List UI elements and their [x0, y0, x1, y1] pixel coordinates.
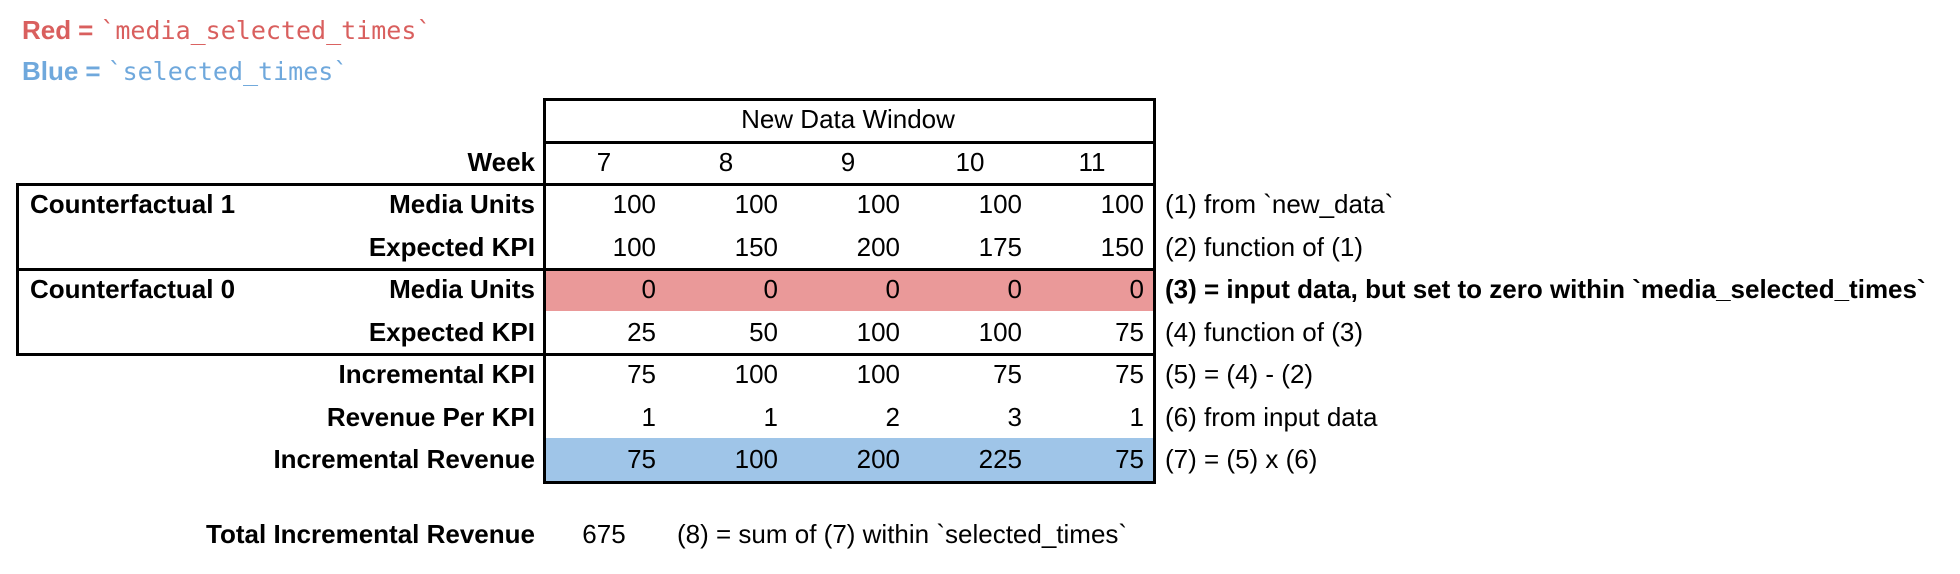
- table-border-vertical-left-data: [543, 98, 546, 484]
- value-cell-highlight-blue: 200: [787, 438, 909, 481]
- row-label-cell: Expected KPI: [16, 311, 543, 353]
- value-cell: 75: [1115, 359, 1144, 389]
- value-cell-highlight-red: 0: [665, 268, 787, 311]
- week-label: Week: [467, 146, 535, 177]
- week-col-header: 9: [840, 146, 856, 177]
- legend-red-line: Red = `media_selected_times`: [22, 10, 431, 51]
- value-cell: 175: [978, 231, 1022, 262]
- value-cell: 200: [856, 231, 900, 262]
- row-note: (7) = (5) x (6): [1165, 444, 1318, 474]
- week-row-label-cell: Week: [16, 141, 543, 183]
- row-label-cell: Incremental KPI: [16, 353, 543, 396]
- week-col-header: 7: [596, 146, 612, 177]
- value-cell-highlight-blue: 75: [543, 438, 665, 481]
- counterfactual-table: New Data Window Week 7 8 9 10 11 Counter…: [16, 98, 1960, 484]
- row-note: (3) = input data, but set to zero within…: [1165, 274, 1926, 304]
- value-cell: 100: [856, 316, 900, 347]
- value-cell: 100: [734, 189, 778, 219]
- value-cell: 100: [856, 189, 900, 219]
- value-cell-highlight-blue: 100: [665, 438, 787, 481]
- value-cell: 150: [734, 231, 778, 262]
- row-label: Incremental Revenue: [273, 444, 535, 474]
- new-data-window-header: New Data Window: [741, 104, 955, 134]
- group-label: Counterfactual 0: [30, 274, 236, 304]
- legend-blue-equals: =: [85, 56, 101, 86]
- group-label: Counterfactual 1: [30, 189, 236, 219]
- total-label: Total Incremental Revenue: [206, 519, 535, 549]
- legend-blue-line: Blue = `selected_times`: [22, 51, 431, 92]
- value-cell: 1: [641, 401, 656, 432]
- table-border-cf-divider: [16, 268, 1156, 271]
- legend-red-equals: =: [78, 15, 94, 45]
- table-border-vertical-right-data: [1153, 98, 1156, 484]
- value-cell: 100: [856, 359, 900, 389]
- value-cell: 75: [1115, 316, 1144, 347]
- value-cell: 75: [627, 359, 656, 389]
- value-cell: 1: [1129, 401, 1144, 432]
- row-label: Media Units: [389, 274, 535, 304]
- row-label-cell: Counterfactual 1 Media Units: [16, 183, 543, 226]
- legend-red-code: `media_selected_times`: [100, 16, 432, 45]
- value-cell-highlight-red: 0: [1031, 268, 1153, 311]
- value-cell: 100: [612, 189, 656, 219]
- value-cell: 3: [1007, 401, 1022, 432]
- week-col-header: 11: [1078, 146, 1106, 177]
- total-note: (8) = sum of (7) within `selected_times`: [677, 519, 1128, 549]
- row-note: (1) from `new_data`: [1165, 189, 1394, 219]
- legend-blue-label: Blue: [22, 56, 79, 86]
- row-label-cell: Revenue Per KPI: [16, 396, 543, 438]
- value-cell: 100: [734, 359, 778, 389]
- table-border-cf1-top: [16, 183, 1156, 186]
- row-label: Incremental KPI: [338, 359, 535, 389]
- row-note: (2) function of (1): [1165, 231, 1363, 262]
- row-label: Expected KPI: [368, 231, 535, 262]
- row-label: Expected KPI: [368, 316, 535, 347]
- value-cell: 50: [749, 316, 778, 347]
- row-note: (5) = (4) - (2): [1165, 359, 1314, 389]
- table-border-cf0-bottom: [16, 353, 1156, 356]
- row-label-cell: Counterfactual 0 Media Units: [16, 268, 543, 311]
- row-label-cell: Incremental Revenue: [16, 438, 543, 481]
- row-note: (4) function of (3): [1165, 316, 1363, 347]
- week-col-header: 10: [955, 146, 985, 177]
- table-border-bottom: [543, 481, 1156, 484]
- value-cell-highlight-blue: 75: [1031, 438, 1153, 481]
- value-cell: 100: [978, 316, 1022, 347]
- row-label: Media Units: [389, 189, 535, 219]
- value-cell: 150: [1100, 231, 1144, 262]
- total-value: 675: [582, 519, 626, 549]
- legend: Red = `media_selected_times` Blue = `sel…: [22, 10, 431, 92]
- value-cell: 100: [612, 231, 656, 262]
- row-label: Revenue Per KPI: [326, 401, 535, 432]
- week-col-header: 8: [718, 146, 734, 177]
- row-note: (6) from input data: [1165, 401, 1378, 432]
- value-cell: 25: [627, 316, 656, 347]
- value-cell-highlight-red: 0: [909, 268, 1031, 311]
- table-border-below-header: [543, 141, 1156, 144]
- value-cell: 2: [885, 401, 900, 432]
- legend-red-label: Red: [22, 15, 72, 45]
- value-cell-highlight-blue: 225: [909, 438, 1031, 481]
- total-row: Total Incremental Revenue 675 (8) = sum …: [16, 512, 1127, 557]
- value-cell-highlight-red: 0: [543, 268, 665, 311]
- value-cell: 100: [978, 189, 1022, 219]
- value-cell: 100: [1100, 189, 1144, 219]
- table-border-top: [543, 98, 1156, 101]
- table-grid: New Data Window Week 7 8 9 10 11 Counter…: [16, 98, 1960, 481]
- row-label-cell: Expected KPI: [16, 226, 543, 268]
- value-cell-highlight-red: 0: [787, 268, 909, 311]
- value-cell: 75: [993, 359, 1022, 389]
- value-cell: 1: [763, 401, 778, 432]
- legend-blue-code: `selected_times`: [107, 57, 349, 86]
